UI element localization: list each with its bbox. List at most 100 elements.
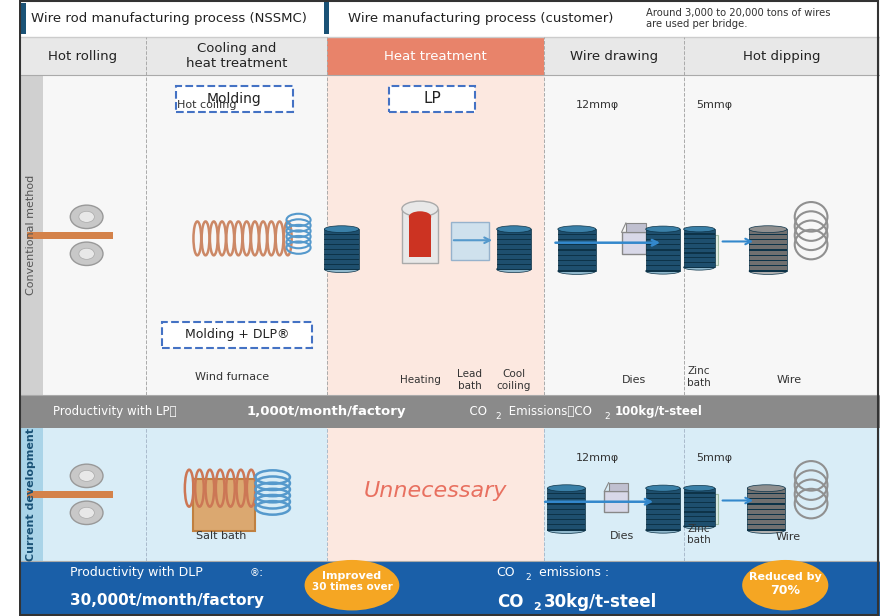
FancyBboxPatch shape — [749, 229, 787, 271]
FancyBboxPatch shape — [18, 37, 146, 75]
FancyBboxPatch shape — [684, 229, 715, 267]
FancyBboxPatch shape — [747, 509, 785, 510]
FancyBboxPatch shape — [684, 262, 715, 263]
Ellipse shape — [646, 268, 680, 274]
FancyBboxPatch shape — [684, 516, 715, 517]
FancyBboxPatch shape — [547, 524, 585, 525]
Text: Hot dipping: Hot dipping — [744, 49, 821, 63]
FancyBboxPatch shape — [43, 75, 327, 395]
FancyBboxPatch shape — [325, 259, 359, 260]
Text: 2: 2 — [605, 411, 610, 421]
FancyBboxPatch shape — [402, 209, 438, 263]
Text: CO: CO — [462, 405, 488, 418]
FancyBboxPatch shape — [749, 249, 787, 251]
FancyBboxPatch shape — [747, 488, 785, 489]
Ellipse shape — [742, 560, 828, 610]
Ellipse shape — [684, 227, 715, 232]
FancyBboxPatch shape — [325, 238, 359, 240]
FancyBboxPatch shape — [496, 269, 532, 270]
FancyBboxPatch shape — [749, 239, 787, 240]
Ellipse shape — [547, 485, 585, 492]
Ellipse shape — [496, 266, 532, 273]
Text: 12mmφ: 12mmφ — [576, 453, 620, 463]
FancyBboxPatch shape — [747, 493, 785, 494]
Text: Zinc
bath: Zinc bath — [687, 366, 711, 388]
FancyBboxPatch shape — [558, 265, 596, 267]
FancyBboxPatch shape — [558, 270, 596, 272]
FancyBboxPatch shape — [749, 255, 787, 256]
Ellipse shape — [747, 527, 785, 533]
Ellipse shape — [402, 201, 438, 217]
Text: 100kg/t-steel: 100kg/t-steel — [615, 405, 702, 418]
Text: 5mmφ: 5mmφ — [697, 100, 733, 110]
Text: Unnecessary: Unnecessary — [363, 481, 507, 501]
FancyBboxPatch shape — [749, 234, 787, 235]
Ellipse shape — [79, 471, 94, 482]
FancyBboxPatch shape — [558, 229, 596, 230]
FancyBboxPatch shape — [684, 238, 715, 239]
Ellipse shape — [646, 226, 680, 232]
Ellipse shape — [70, 205, 103, 229]
FancyBboxPatch shape — [685, 37, 880, 75]
Text: Hot coiling: Hot coiling — [177, 100, 236, 110]
FancyBboxPatch shape — [646, 519, 680, 520]
Text: Dies: Dies — [610, 531, 634, 541]
Ellipse shape — [558, 267, 596, 275]
FancyBboxPatch shape — [325, 243, 359, 245]
Text: Cooling and
heat treatment: Cooling and heat treatment — [186, 42, 287, 70]
FancyBboxPatch shape — [547, 488, 585, 489]
FancyBboxPatch shape — [43, 428, 327, 561]
Ellipse shape — [558, 226, 596, 232]
Text: Wire drawing: Wire drawing — [570, 49, 658, 63]
FancyBboxPatch shape — [646, 514, 680, 515]
Text: Wire rod manufacturing process (NSSMC): Wire rod manufacturing process (NSSMC) — [32, 12, 307, 25]
FancyBboxPatch shape — [325, 2, 329, 34]
FancyBboxPatch shape — [558, 255, 596, 256]
FancyBboxPatch shape — [496, 233, 532, 235]
Text: Molding + DLP®: Molding + DLP® — [185, 328, 290, 341]
FancyBboxPatch shape — [544, 428, 880, 561]
Text: CO: CO — [496, 566, 516, 580]
FancyBboxPatch shape — [646, 249, 680, 251]
FancyBboxPatch shape — [684, 511, 715, 513]
FancyBboxPatch shape — [325, 229, 359, 269]
Ellipse shape — [304, 560, 400, 610]
FancyBboxPatch shape — [646, 229, 680, 271]
Text: Dies: Dies — [622, 375, 647, 385]
FancyBboxPatch shape — [547, 503, 585, 505]
FancyBboxPatch shape — [749, 270, 787, 272]
Text: Current development: Current development — [26, 428, 36, 561]
Text: Productivity with LP：: Productivity with LP： — [53, 405, 177, 418]
Ellipse shape — [684, 524, 715, 529]
FancyBboxPatch shape — [646, 244, 680, 246]
FancyBboxPatch shape — [451, 222, 489, 260]
Text: 2: 2 — [533, 602, 540, 612]
Text: :: : — [258, 566, 262, 580]
FancyBboxPatch shape — [747, 519, 785, 520]
FancyBboxPatch shape — [558, 244, 596, 246]
Text: Wind furnace: Wind furnace — [195, 372, 269, 382]
FancyBboxPatch shape — [496, 238, 532, 240]
Text: Wire: Wire — [775, 532, 801, 542]
FancyBboxPatch shape — [684, 521, 715, 522]
Text: 30kg/t-steel: 30kg/t-steel — [544, 593, 657, 611]
Text: 70%: 70% — [770, 583, 800, 597]
Text: Reduced by: Reduced by — [749, 572, 822, 582]
Text: Productivity with DLP: Productivity with DLP — [70, 566, 203, 580]
Text: ®: ® — [249, 568, 260, 578]
FancyBboxPatch shape — [194, 479, 255, 531]
FancyBboxPatch shape — [325, 249, 359, 250]
FancyBboxPatch shape — [747, 524, 785, 525]
FancyBboxPatch shape — [162, 322, 312, 348]
Text: 30 times over: 30 times over — [312, 582, 392, 592]
FancyBboxPatch shape — [496, 229, 532, 230]
FancyBboxPatch shape — [547, 509, 585, 510]
Ellipse shape — [747, 485, 785, 492]
FancyBboxPatch shape — [646, 239, 680, 240]
FancyBboxPatch shape — [146, 37, 327, 75]
FancyBboxPatch shape — [747, 503, 785, 505]
FancyBboxPatch shape — [325, 269, 359, 270]
FancyBboxPatch shape — [646, 530, 680, 531]
Text: 30,000t/month/factory: 30,000t/month/factory — [70, 593, 264, 608]
Ellipse shape — [79, 211, 94, 222]
